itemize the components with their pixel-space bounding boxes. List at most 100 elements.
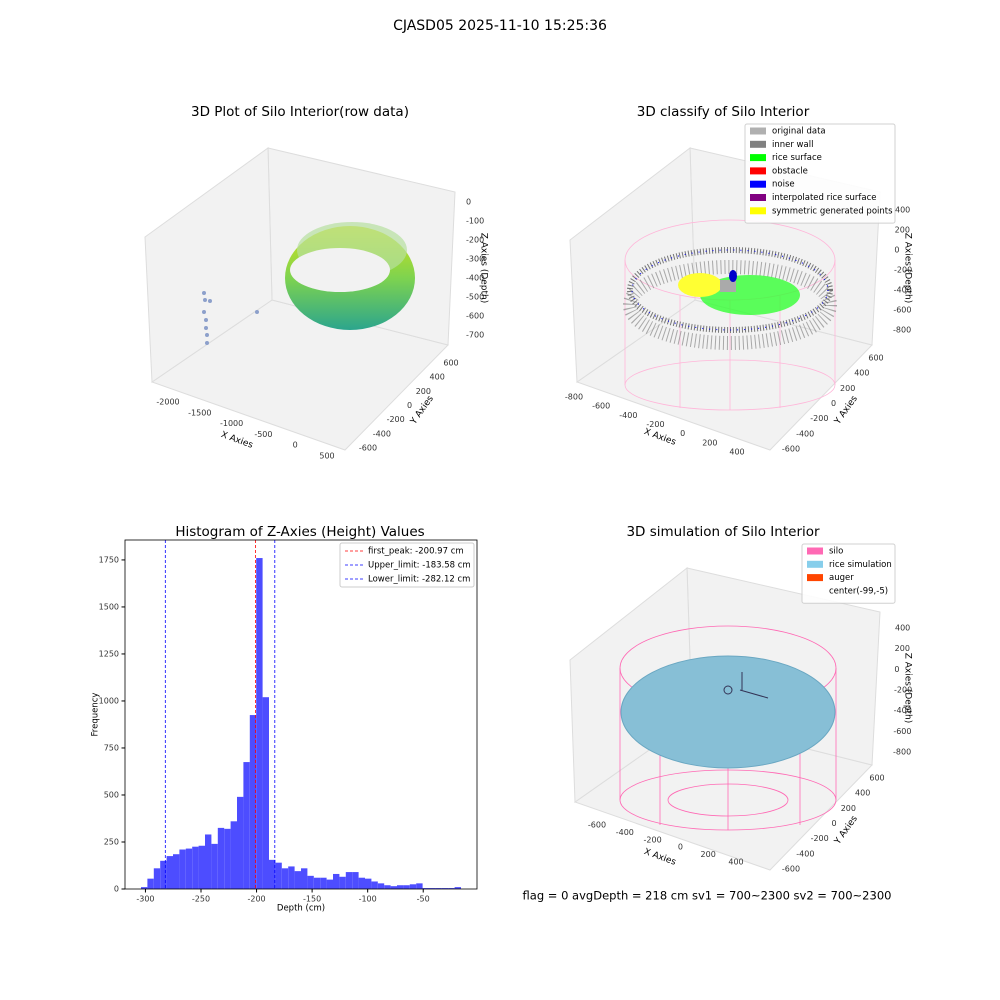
legend-swatch	[750, 167, 766, 175]
bar	[365, 878, 372, 889]
y-tick-label: -400	[796, 849, 814, 858]
legend-swatch	[750, 207, 766, 215]
x-tick-label: 0	[680, 429, 685, 438]
y-tick-label: 0	[407, 401, 412, 410]
bar	[281, 868, 289, 889]
y-tick-label: -200	[810, 414, 828, 423]
x-tick-label: -400	[616, 828, 634, 837]
x-tick-label: -150	[303, 895, 321, 904]
z-tick-label: 0	[894, 246, 899, 255]
z-tick-label: 400	[895, 624, 910, 633]
y-axis-label: Frequency	[91, 693, 101, 737]
legend-label: auger	[829, 573, 854, 583]
bar	[422, 888, 429, 889]
bar	[185, 848, 193, 889]
y-tick-label: 1500	[99, 602, 119, 611]
z-axis-label: Z Axies (Depth)	[903, 233, 913, 304]
bar	[390, 886, 397, 889]
legend-label: Lower_limit: -282.12 cm	[368, 575, 470, 585]
y-tick-label: 200	[841, 804, 856, 813]
x-tick-label: -500	[254, 430, 272, 439]
legend-swatch	[750, 140, 766, 148]
bar	[409, 884, 417, 889]
bar	[345, 872, 353, 889]
bar	[429, 888, 436, 889]
bar	[198, 845, 205, 889]
x-tick-label: -100	[359, 895, 377, 904]
z-tick-label: -800	[893, 748, 911, 757]
x-tick-label: -1500	[188, 408, 211, 417]
y-tick-label: 200	[840, 384, 855, 393]
z-tick-label: -400	[894, 286, 912, 295]
bar	[454, 887, 461, 889]
bar	[141, 887, 148, 889]
bar	[153, 868, 161, 889]
x-tick-label: 500	[319, 452, 334, 461]
y-tick-label: 0	[114, 885, 119, 894]
x-axis-label: X Axies	[219, 430, 254, 451]
x-axis-label: X Axies	[642, 427, 677, 448]
bar	[249, 715, 257, 889]
bar	[301, 868, 308, 889]
y-tick-label: -200	[387, 415, 405, 424]
y-tick-label: 500	[104, 790, 119, 799]
axis-pane	[569, 147, 696, 383]
y-tick-label: -200	[811, 834, 829, 843]
z-tick-label: 0	[894, 665, 899, 674]
y-tick-label: -400	[373, 429, 391, 438]
y-tick-label: 400	[854, 369, 869, 378]
x-tick-label: -250	[192, 895, 210, 904]
y-tick-label: -400	[796, 429, 814, 438]
bar	[294, 871, 301, 889]
z-tick-label: -200	[466, 236, 484, 245]
bar	[160, 860, 167, 889]
legend-swatch	[750, 154, 766, 162]
bar	[377, 883, 385, 889]
x-axis-label: X Axies	[642, 847, 677, 868]
bar	[435, 888, 442, 889]
x-tick-label: -50	[417, 895, 430, 904]
z-tick-label: -300	[466, 255, 484, 264]
z-tick-label: -600	[893, 727, 911, 736]
legend-label: center(-99,-5)	[829, 586, 888, 596]
bar	[307, 875, 314, 889]
status-text: flag = 0 avgDepth = 218 cm sv1 = 700~230…	[523, 889, 892, 903]
z-axis-label: Z Axies (Depth)	[479, 233, 489, 304]
bar	[256, 558, 263, 889]
z-tick-label: 400	[895, 206, 910, 215]
y-tick-label: 250	[104, 837, 119, 846]
bar	[173, 854, 180, 889]
bar	[416, 883, 423, 889]
x-tick-label: -600	[588, 821, 606, 830]
chart-title: 3D simulation of Silo Interior	[626, 524, 820, 540]
y-tick-label: 600	[868, 354, 883, 363]
bar	[313, 877, 321, 889]
legend-box	[744, 123, 896, 224]
bar	[371, 881, 378, 889]
x-tick-label: 200	[702, 438, 717, 447]
y-tick-label: 600	[869, 774, 884, 783]
y-axis-label: Y Axies	[408, 394, 436, 427]
legend-label: Upper_limit: -183.58 cm	[368, 561, 471, 571]
z-axis-label: Z Axies (Depth)	[903, 653, 913, 724]
legend-swatch	[807, 547, 823, 555]
x-tick-label: 0	[293, 441, 298, 450]
legend-label: rice surface	[772, 153, 822, 163]
bar	[403, 885, 410, 889]
x-tick-label: -300	[136, 895, 154, 904]
z-tick-label: -200	[894, 686, 912, 695]
legend-label: rice simulation	[829, 560, 892, 570]
x-tick-label: -200	[644, 835, 662, 844]
bar	[352, 872, 359, 889]
rice-surface	[620, 655, 836, 769]
x-tick-label: 400	[728, 858, 743, 867]
z-tick-label: -800	[893, 326, 911, 335]
z-tick-label: -400	[894, 706, 912, 715]
x-axis-label: Depth (cm)	[277, 904, 325, 914]
bar	[339, 876, 346, 889]
z-tick-label: -700	[466, 331, 484, 340]
legend-swatch	[807, 560, 823, 568]
x-tick-label: 0	[678, 843, 683, 852]
y-tick-label: 1000	[99, 696, 119, 705]
